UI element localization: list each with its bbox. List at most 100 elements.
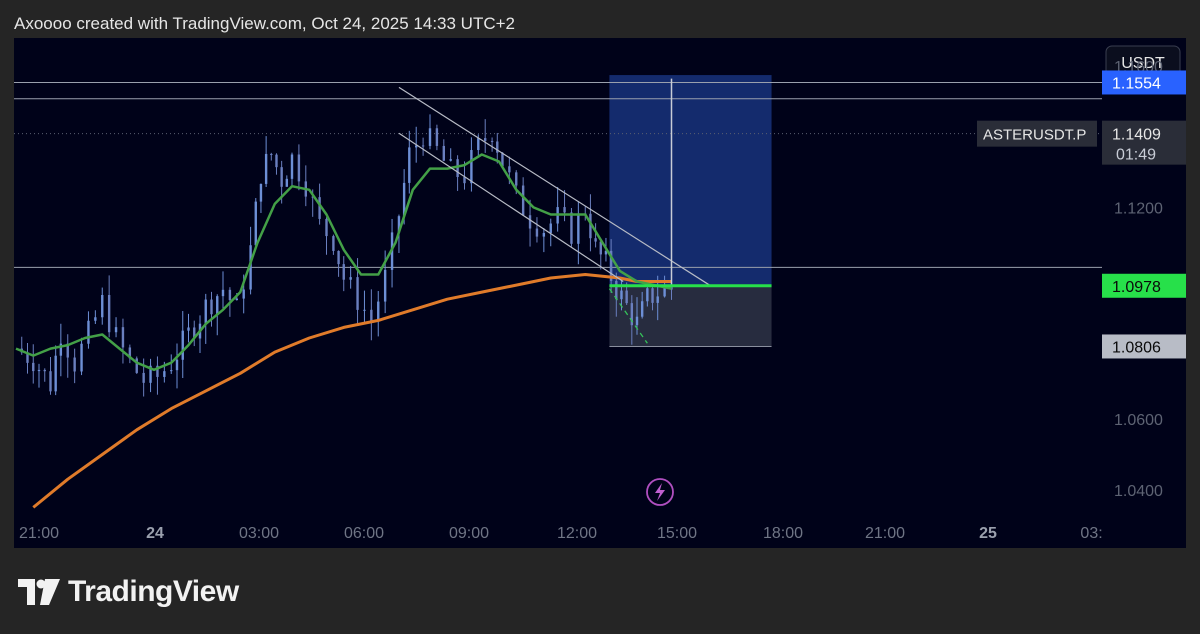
trend-channel-lower[interactable] <box>398 132 624 283</box>
chart-panel[interactable]: ASTERUSDT.P 21:00 24 03:00 06:00 09:00 12:00 15… <box>14 38 1102 548</box>
candle-body[interactable] <box>521 185 525 216</box>
candle-body[interactable] <box>114 327 118 333</box>
candle-body[interactable] <box>87 320 90 344</box>
candle-body[interactable] <box>577 213 580 244</box>
candle-body[interactable] <box>73 357 76 372</box>
candle-body[interactable] <box>651 288 654 303</box>
candle-body[interactable] <box>599 241 602 255</box>
candle-body[interactable] <box>221 289 225 297</box>
candle-body[interactable] <box>242 289 245 299</box>
candle-body[interactable] <box>210 299 213 315</box>
candle-body[interactable] <box>563 207 566 213</box>
candle-body[interactable] <box>228 289 232 301</box>
candle-body[interactable] <box>515 172 518 186</box>
candle-body[interactable] <box>285 178 289 187</box>
candle-body[interactable] <box>501 152 504 167</box>
candle-body[interactable] <box>604 250 608 255</box>
candle-body[interactable] <box>342 264 345 280</box>
candle-body[interactable] <box>181 330 184 360</box>
candle-body[interactable] <box>59 343 63 356</box>
candle-body[interactable] <box>609 250 613 281</box>
candle-body[interactable] <box>463 177 466 184</box>
candle-body[interactable] <box>254 201 257 246</box>
price-chart[interactable]: ASTERUSDT.P 21:00 24 03:00 06:00 09:00 12:00 15… <box>14 38 1102 548</box>
candle-body[interactable] <box>549 223 552 233</box>
candle-body[interactable] <box>570 212 573 244</box>
candle-body[interactable] <box>275 154 278 168</box>
candle-body[interactable] <box>640 301 644 317</box>
candle-body[interactable] <box>383 269 387 302</box>
candle-body[interactable] <box>528 215 532 229</box>
candle-body[interactable] <box>421 145 425 147</box>
candle-body[interactable] <box>26 352 29 363</box>
ema-short-line[interactable] <box>15 153 672 372</box>
candle-body[interactable] <box>204 299 207 324</box>
candle-body[interactable] <box>170 370 173 372</box>
candle-body[interactable] <box>80 343 83 372</box>
candle-body[interactable] <box>477 138 480 151</box>
candle-body[interactable] <box>216 296 219 315</box>
candle-body[interactable] <box>435 128 439 146</box>
candle-body[interactable] <box>163 371 166 377</box>
candle-body[interactable] <box>484 138 487 141</box>
candle-body[interactable] <box>635 316 639 326</box>
trend-channel-upper[interactable] <box>398 86 710 286</box>
candle-body[interactable] <box>408 147 411 183</box>
candle-body[interactable] <box>397 216 401 233</box>
candle-body[interactable] <box>363 309 366 311</box>
candle-body[interactable] <box>49 371 52 392</box>
ema-long-line[interactable] <box>32 273 672 509</box>
candle-body[interactable] <box>280 167 283 187</box>
candle-body[interactable] <box>615 280 618 300</box>
candle-body[interactable] <box>356 277 359 310</box>
candle-body[interactable] <box>235 298 238 301</box>
candle-body[interactable] <box>542 232 546 237</box>
candle-body[interactable] <box>535 228 539 237</box>
candle-body[interactable] <box>193 327 196 339</box>
candle-body[interactable] <box>470 150 473 184</box>
candle-body[interactable] <box>311 196 314 198</box>
candle-body[interactable] <box>249 245 252 290</box>
candle-body[interactable] <box>54 355 57 392</box>
candle-body[interactable] <box>318 197 321 219</box>
candle-body[interactable] <box>142 372 145 383</box>
candle-body[interactable] <box>620 290 623 300</box>
candle-body[interactable] <box>337 250 340 265</box>
price-axis[interactable]: USDT 1.1600 1.1200 1.0600 1.0400 1.1554 1.1409… <box>1102 38 1186 548</box>
candle-body[interactable] <box>121 327 125 348</box>
candle-body[interactable] <box>259 183 263 202</box>
candle-body[interactable] <box>496 141 499 153</box>
candle-body[interactable] <box>415 145 418 148</box>
candle-body[interactable] <box>449 159 452 161</box>
candle-body[interactable] <box>349 277 352 280</box>
candle-body[interactable] <box>325 218 328 237</box>
candle-body[interactable] <box>270 153 273 155</box>
candle-body[interactable] <box>370 309 373 322</box>
candle-body[interactable] <box>187 327 190 331</box>
candle-body[interactable] <box>646 288 649 302</box>
candle-body[interactable] <box>135 358 138 373</box>
candle-body[interactable] <box>149 365 152 383</box>
candle-body[interactable] <box>32 362 35 372</box>
candle-body[interactable] <box>128 347 132 359</box>
candle-body[interactable] <box>290 154 294 179</box>
position-loss-zone[interactable] <box>609 285 772 347</box>
candle-body[interactable] <box>663 287 666 297</box>
currency-label[interactable]: USDT <box>1121 55 1165 72</box>
candle-body[interactable] <box>264 153 268 184</box>
candle-body[interactable] <box>442 145 445 161</box>
candle-body[interactable] <box>94 317 97 321</box>
candle-body[interactable] <box>101 295 104 318</box>
candle-body[interactable] <box>625 290 628 304</box>
candle-body[interactable] <box>490 140 494 142</box>
candle-body[interactable] <box>508 166 511 173</box>
candle-body[interactable] <box>66 343 69 358</box>
candle-body[interactable] <box>332 236 335 251</box>
candle-body[interactable] <box>402 182 406 217</box>
candle-body[interactable] <box>297 154 301 182</box>
candle-body[interactable] <box>43 369 46 372</box>
candle-body[interactable] <box>107 295 111 333</box>
candle-body[interactable] <box>175 359 179 371</box>
projection-dashed-line[interactable] <box>608 288 648 344</box>
candle-body[interactable] <box>156 365 159 377</box>
